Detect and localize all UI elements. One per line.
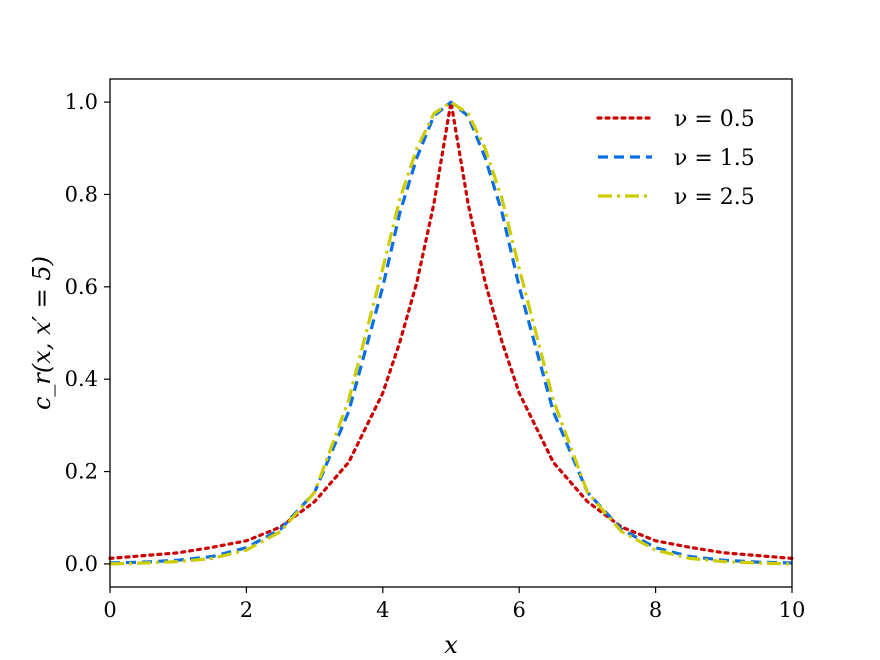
y-tick-label: 0.4	[65, 367, 98, 391]
y-axis-label: c_r(x, x′ = 5)	[28, 256, 56, 410]
axes: 0 2 4 6 8 10 0.0 0.2 0.4 0.6 0.8 1.0 x c_r(x, x′ = 5)	[28, 78, 806, 659]
y-tick-label: 0.0	[65, 552, 98, 576]
legend-label-3: ν = 2.5	[674, 185, 755, 210]
series-line-1	[108, 100, 794, 560]
y-tick-label: 0.6	[65, 275, 98, 299]
x-tick-label: 10	[779, 598, 806, 622]
legend-label-1: ν = 0.5	[674, 107, 755, 132]
series-line-3	[109, 100, 793, 566]
series-line-2	[109, 100, 793, 565]
x-tick-label: 2	[240, 598, 253, 622]
x-tick-label: 4	[376, 598, 389, 622]
x-tick-label: 0	[103, 598, 116, 622]
legend: ν = 0.5 ν = 1.5 ν = 2.5	[596, 107, 755, 210]
y-tick-label: 0.2	[65, 460, 98, 484]
x-tick-label: 6	[513, 598, 526, 622]
x-axis-label: x	[444, 631, 458, 659]
y-tick-label: 1.0	[65, 90, 98, 114]
plot-frame	[109, 78, 793, 588]
plot-area	[108, 100, 794, 566]
legend-label-2: ν = 1.5	[674, 146, 755, 171]
y-tick-label: 0.8	[65, 182, 98, 206]
x-tick-label: 8	[649, 598, 662, 622]
